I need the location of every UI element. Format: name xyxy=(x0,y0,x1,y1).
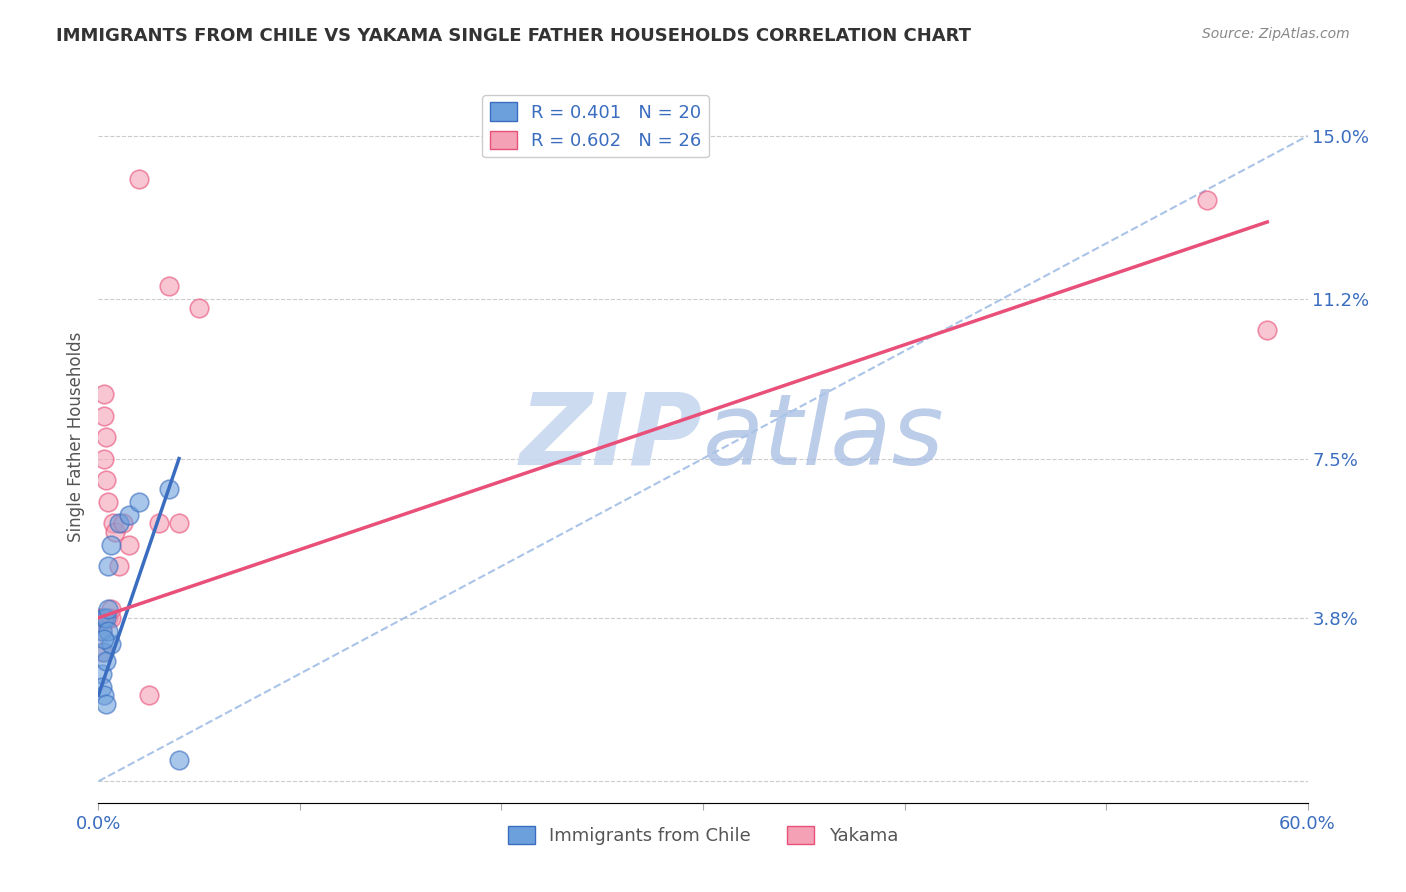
Point xyxy=(91,624,114,638)
Point xyxy=(97,602,120,616)
Point xyxy=(118,508,141,522)
Point xyxy=(91,611,114,625)
Point xyxy=(96,473,118,487)
Y-axis label: Single Father Households: Single Father Households xyxy=(66,332,84,542)
Point xyxy=(167,516,190,530)
Point xyxy=(96,654,118,668)
Point xyxy=(107,559,129,574)
Point xyxy=(96,611,118,625)
Point xyxy=(93,688,115,702)
Text: ZIP: ZIP xyxy=(520,389,703,485)
Point xyxy=(91,624,114,638)
Point xyxy=(1195,194,1218,208)
Text: IMMIGRANTS FROM CHILE VS YAKAMA SINGLE FATHER HOUSEHOLDS CORRELATION CHART: IMMIGRANTS FROM CHILE VS YAKAMA SINGLE F… xyxy=(56,27,972,45)
Point xyxy=(1256,322,1278,336)
Point xyxy=(97,611,120,625)
Point xyxy=(128,494,150,508)
Point xyxy=(167,753,190,767)
Point xyxy=(91,666,114,681)
Legend: Immigrants from Chile, Yakama: Immigrants from Chile, Yakama xyxy=(501,819,905,852)
Point xyxy=(107,516,129,530)
Point xyxy=(111,516,134,530)
Point xyxy=(100,538,122,552)
Point xyxy=(93,645,115,659)
Text: Source: ZipAtlas.com: Source: ZipAtlas.com xyxy=(1202,27,1350,41)
Point xyxy=(96,697,118,711)
Point xyxy=(97,624,120,638)
Text: atlas: atlas xyxy=(703,389,945,485)
Point xyxy=(89,611,111,625)
Point xyxy=(138,688,160,702)
Point xyxy=(100,637,122,651)
Point xyxy=(97,559,120,574)
Point xyxy=(148,516,170,530)
Point xyxy=(188,301,211,315)
Point xyxy=(93,409,115,423)
Point xyxy=(128,172,150,186)
Point xyxy=(101,516,124,530)
Point xyxy=(93,387,115,401)
Point xyxy=(157,482,180,496)
Point xyxy=(118,538,141,552)
Point xyxy=(103,524,125,539)
Point xyxy=(91,645,114,659)
Point xyxy=(96,430,118,444)
Point xyxy=(93,632,115,647)
Point xyxy=(93,611,115,625)
Point xyxy=(100,602,122,616)
Point xyxy=(100,611,122,625)
Point xyxy=(97,494,120,508)
Point xyxy=(157,279,180,293)
Point xyxy=(93,451,115,466)
Point xyxy=(91,680,114,694)
